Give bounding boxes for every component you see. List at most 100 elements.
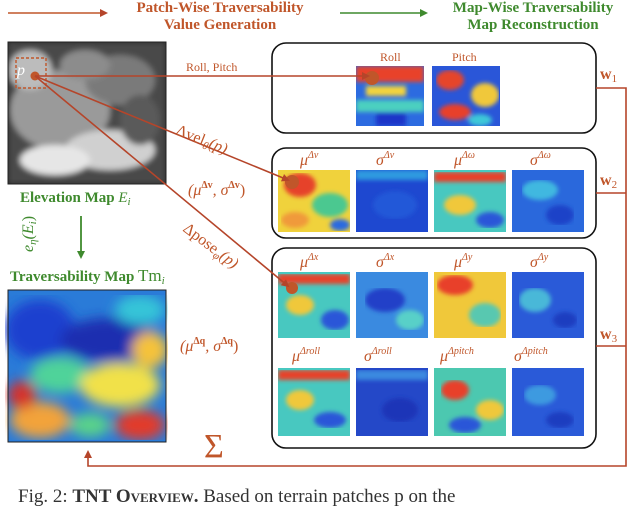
sigma-y-heatmap: [512, 272, 584, 338]
sigma-y-title: σΔy: [530, 252, 548, 272]
sigma-v-title-sup: Δv: [383, 150, 395, 161]
roll-heatmap: [356, 66, 424, 126]
mu-x-sup: Δx: [308, 252, 319, 263]
mu-v-open: (μ: [188, 182, 202, 199]
pitch-title: Pitch: [452, 50, 477, 64]
mu-roll-heatmap: [278, 368, 350, 436]
encoder-label: eη(Ei): [20, 216, 39, 252]
trav-label: Traversability Map Tmi: [10, 266, 165, 287]
sigma-roll-sym: σ: [364, 348, 372, 365]
w3-sub: 3: [611, 333, 618, 345]
mu-x-heatmap: [278, 272, 350, 338]
sigma-q-sup: Δq: [221, 336, 233, 347]
mu-y-title: μΔy: [454, 252, 472, 272]
patch-label: p: [17, 62, 25, 79]
sigma-w-title: σΔω: [530, 150, 551, 170]
mu-sigma-q-label: (μΔq, σΔq): [180, 336, 238, 356]
mu-v-sup: Δv: [201, 180, 213, 191]
mu-q-sup: Δq: [193, 336, 206, 347]
sigma-y-sym: σ: [530, 254, 538, 271]
elevation-symbol: E: [118, 190, 128, 206]
caption-prefix: Fig. 2:: [18, 486, 68, 507]
weight-w2: w2: [600, 172, 617, 191]
w1-text: w: [600, 66, 612, 83]
sigma-roll-sup: Δroll: [371, 346, 392, 357]
header-left-line1: Patch-Wise Traversability: [136, 0, 304, 16]
traversability-map-image: [5, 289, 168, 443]
sigma-v-sup: Δv: [228, 180, 240, 191]
header-right-line1: Map-Wise Traversability: [452, 0, 614, 16]
sigma-v-title: σΔv: [376, 150, 394, 170]
weight-w1: w1: [600, 66, 617, 85]
roll-pitch-label: Roll, Pitch: [186, 60, 238, 74]
sigma-x-sym: σ: [376, 254, 384, 271]
encoder-close: ): [20, 215, 37, 222]
caption-rest: Based on terrain patches p on the: [203, 486, 456, 507]
sigma-w-sym: σ: [530, 152, 538, 169]
mu-roll-title: μΔroll: [292, 346, 320, 366]
mu-v-sym: μ: [300, 152, 309, 169]
sigma-v-sym: σ: [376, 152, 384, 169]
feedback-line: [84, 87, 627, 467]
w3-text: w: [600, 326, 612, 343]
mu-y-sym: μ: [454, 254, 463, 271]
mu-pitch-heatmap: [434, 368, 506, 436]
roll-title: Roll: [380, 50, 401, 64]
mu-pitch-title: μΔpitch: [440, 346, 474, 366]
sigma-pitch-heatmap: [512, 368, 584, 436]
encoder-arg: (E: [20, 224, 37, 240]
weight-w3: w3: [600, 326, 617, 345]
mu-w-sym: μ: [454, 152, 463, 169]
trav-subscript: i: [161, 275, 165, 287]
mu-pitch-sup: Δpitch: [448, 346, 474, 357]
encoder-eta: η: [27, 239, 39, 245]
mu-pitch-sym: μ: [440, 348, 449, 365]
header-right: Map-Wise Traversability Map Reconstructi…: [428, 0, 638, 34]
header-left: Patch-Wise Traversability Value Generati…: [110, 0, 330, 34]
sigma-pitch-sym: σ: [514, 348, 522, 365]
sigma-v-mid: , σ: [212, 182, 229, 199]
mu-v-heatmap: [278, 170, 350, 232]
mu-q-close: ): [232, 338, 239, 355]
encoder-e: e: [20, 244, 37, 252]
arrow-delta-pose: [34, 75, 290, 288]
figure-caption: Fig. 2: TNT Overview. Based on terrain p…: [18, 486, 455, 508]
sigma-pitch-title: σΔpitch: [514, 346, 548, 366]
mu-v-title-sup: Δv: [308, 150, 319, 161]
elevation-text: Elevation Map: [20, 190, 115, 206]
mu-y-sup: Δy: [462, 252, 473, 263]
mu-w-title-sup: Δω: [462, 150, 475, 161]
sigma-q-mid: , σ: [205, 338, 222, 355]
w2-sub: 2: [611, 179, 618, 191]
header-right-line2: Map Reconstruction: [467, 17, 599, 33]
w2-text: w: [600, 172, 612, 189]
arrow-delta-vel: [34, 75, 290, 182]
elevation-label: Elevation Map Ei: [20, 190, 131, 208]
caption-bold: TNT Overview.: [72, 486, 199, 507]
sigma-roll-heatmap: [356, 368, 428, 436]
mu-w-title: μΔω: [454, 150, 475, 170]
header-left-line2: Value Generation: [163, 17, 277, 33]
mu-q-open: (μ: [180, 338, 194, 355]
sigma-x-heatmap: [356, 272, 428, 338]
mu-omega-heatmap: [434, 170, 506, 232]
trav-symbol: Tm: [138, 266, 162, 285]
elevation-subscript: i: [127, 196, 131, 208]
sigma-v-heatmap: [356, 170, 428, 232]
box3-frame: [271, 247, 597, 449]
mu-y-heatmap: [434, 272, 506, 338]
w1-sub: 1: [611, 73, 618, 85]
patch-box: [15, 57, 47, 89]
mu-v-close: ): [239, 182, 246, 199]
mu-x-sym: μ: [300, 254, 309, 271]
sigma-roll-title: σΔroll: [364, 346, 392, 366]
elevation-map-image: [7, 41, 167, 185]
mu-x-title: μΔx: [300, 252, 318, 272]
sigma-y-sup: Δy: [537, 252, 549, 263]
sum-symbol: Σ: [204, 428, 224, 465]
mu-roll-sym: μ: [292, 348, 301, 365]
encoder-arg-sub: i: [27, 221, 39, 225]
sigma-x-sup: Δx: [383, 252, 395, 263]
sigma-x-title: σΔx: [376, 252, 394, 272]
